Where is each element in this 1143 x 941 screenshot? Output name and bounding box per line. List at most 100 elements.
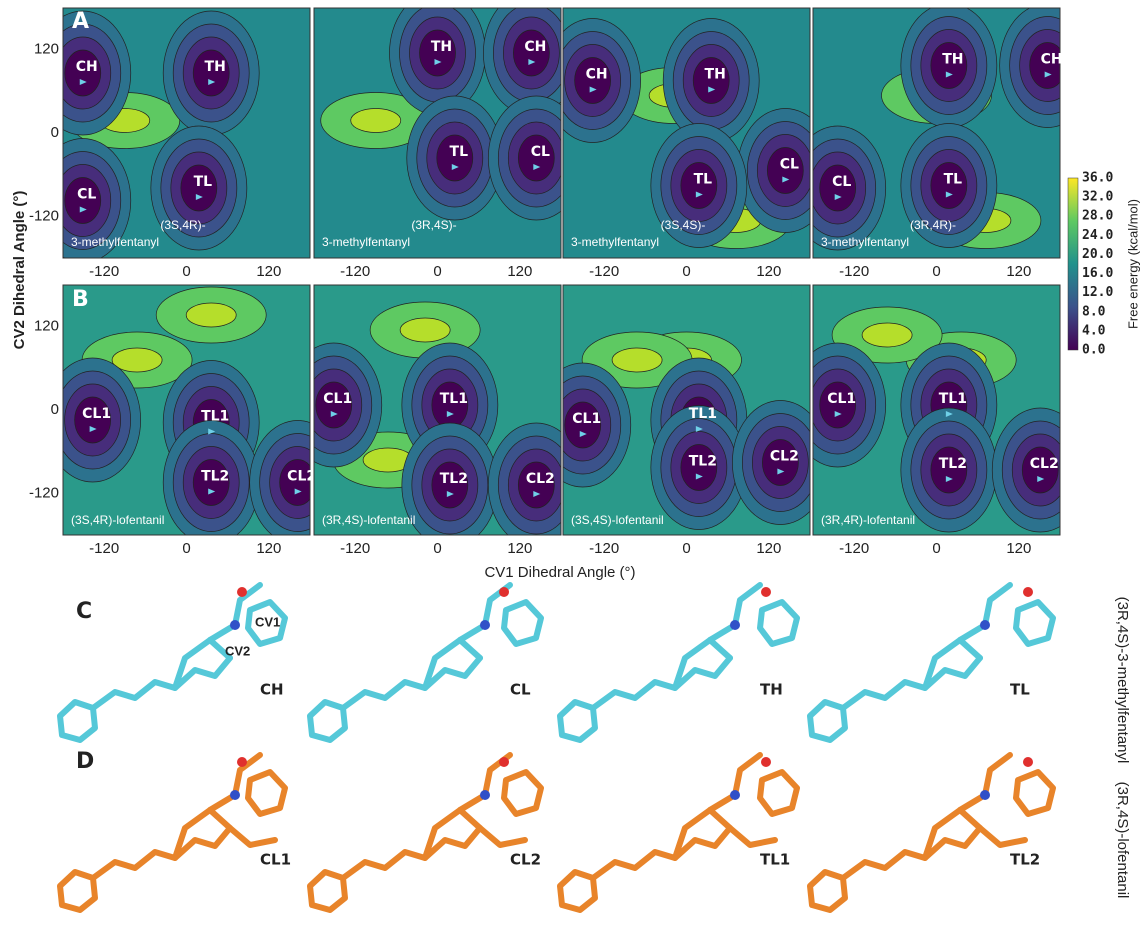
panel-caption: (3R,4S)-lofentanil bbox=[322, 513, 415, 527]
colorbar-tick-label: 28.0 bbox=[1082, 209, 1113, 224]
x-tick-label: 120 bbox=[256, 540, 281, 557]
state-label: TH bbox=[705, 67, 726, 83]
basin bbox=[680, 162, 718, 209]
nitrogen bbox=[230, 790, 240, 800]
phenyl-ring bbox=[557, 869, 598, 913]
anilide-ring bbox=[1013, 599, 1056, 647]
contour-panel bbox=[63, 8, 310, 258]
state-marker bbox=[708, 86, 716, 93]
state-label: TL bbox=[944, 172, 963, 188]
x-tick-label: 120 bbox=[756, 540, 781, 557]
x-tick-label: -120 bbox=[340, 263, 370, 280]
amide bbox=[707, 752, 763, 813]
basin bbox=[517, 461, 555, 509]
basin bbox=[517, 134, 555, 182]
piperidine bbox=[922, 807, 983, 861]
x-tick-label: 0 bbox=[932, 263, 940, 280]
backbone bbox=[840, 825, 983, 881]
nitrogen bbox=[230, 620, 240, 630]
anilide-ring bbox=[501, 769, 544, 817]
molecule bbox=[57, 752, 288, 913]
state-marker bbox=[294, 488, 302, 495]
basin bbox=[419, 29, 456, 77]
ester bbox=[977, 825, 1028, 848]
molecule bbox=[307, 582, 544, 743]
piperidine bbox=[422, 637, 483, 691]
conformer-label: CH bbox=[260, 681, 284, 699]
amide bbox=[707, 582, 763, 643]
contour-panel bbox=[314, 8, 561, 258]
anilide-ring bbox=[757, 599, 800, 647]
backbone bbox=[590, 825, 733, 881]
basin bbox=[930, 446, 968, 494]
x-tick-label: 120 bbox=[1006, 263, 1031, 280]
molecule-name: (3R,4S)-lofentanil bbox=[1114, 782, 1131, 899]
state-marker bbox=[528, 59, 536, 65]
backbone bbox=[90, 655, 233, 711]
colorbar-tick-label: 8.0 bbox=[1082, 304, 1106, 319]
x-tick-label: 120 bbox=[507, 540, 532, 557]
state-marker bbox=[589, 86, 597, 93]
high-region bbox=[350, 108, 402, 133]
panel-frame bbox=[62, 7, 311, 259]
x-tick-label: 0 bbox=[182, 540, 190, 557]
x-tick-label: 0 bbox=[433, 263, 441, 280]
oxygen bbox=[237, 587, 247, 597]
nitrogen bbox=[730, 620, 740, 630]
anilide-ring bbox=[501, 599, 544, 647]
molecule bbox=[807, 752, 1056, 913]
state-marker bbox=[79, 206, 87, 213]
basin bbox=[762, 439, 799, 486]
state-label: TL1 bbox=[689, 406, 717, 422]
x-tick-label: 120 bbox=[1006, 540, 1031, 557]
conformer-label: TH bbox=[760, 681, 783, 699]
backbone bbox=[840, 655, 983, 711]
basin bbox=[1021, 446, 1059, 494]
basin bbox=[930, 42, 968, 89]
amide bbox=[957, 752, 1013, 813]
x-tick-label: 0 bbox=[932, 540, 940, 557]
high-region bbox=[185, 302, 237, 328]
state-marker bbox=[330, 411, 338, 417]
molecule bbox=[307, 752, 544, 913]
y-tick-label: 0 bbox=[51, 401, 59, 418]
phenyl-ring bbox=[57, 699, 98, 743]
nitrogen bbox=[480, 620, 490, 630]
anilide-ring bbox=[245, 769, 288, 817]
anilide-ring bbox=[757, 769, 800, 817]
conformer-label: TL bbox=[1010, 681, 1030, 699]
state-label: TL1 bbox=[440, 391, 468, 407]
conformer-label: TL2 bbox=[1010, 851, 1040, 869]
piperidine bbox=[672, 807, 733, 861]
high-region bbox=[111, 347, 163, 373]
panel-caption: (3S,4R)- bbox=[160, 218, 205, 232]
amide bbox=[957, 582, 1013, 643]
oxygen bbox=[761, 757, 771, 767]
x-axis-title: CV1 Dihedral Angle (°) bbox=[484, 564, 635, 581]
molecule bbox=[557, 582, 800, 743]
basin bbox=[1029, 42, 1060, 89]
oxygen bbox=[237, 757, 247, 767]
backbone bbox=[340, 655, 483, 711]
colorbar-tick-label: 36.0 bbox=[1082, 171, 1113, 186]
colorbar bbox=[1067, 177, 1079, 351]
state-marker bbox=[834, 411, 842, 417]
piperidine bbox=[422, 807, 483, 861]
colorbar-tick-label: 20.0 bbox=[1082, 247, 1113, 262]
panel-caption: 3-methylfentanyl bbox=[71, 235, 159, 249]
backbone bbox=[590, 655, 733, 711]
piperidine bbox=[172, 807, 233, 861]
state-label: CL bbox=[832, 174, 851, 190]
colorbar-tick-label: 4.0 bbox=[1082, 323, 1106, 338]
oxygen bbox=[1023, 757, 1033, 767]
state-marker bbox=[533, 491, 541, 497]
x-tick-label: 0 bbox=[682, 263, 690, 280]
x-tick-label: 120 bbox=[256, 263, 281, 280]
piperidine bbox=[672, 637, 733, 691]
state-marker bbox=[945, 191, 953, 198]
panel-caption: 3-methylfentanyl bbox=[821, 235, 909, 249]
basin bbox=[564, 401, 602, 449]
state-marker bbox=[579, 431, 587, 437]
state-label: TH bbox=[942, 52, 963, 68]
